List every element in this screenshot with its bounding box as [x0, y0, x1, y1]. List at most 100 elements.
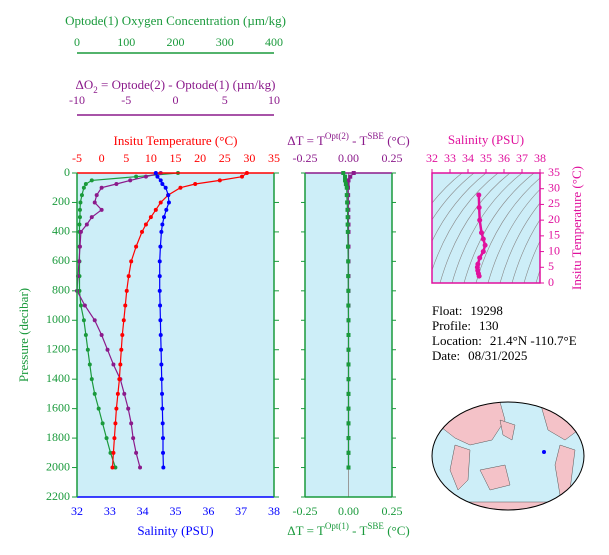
y-tick-label: 2000 — [46, 459, 70, 473]
info-label: Date: — [432, 348, 460, 363]
data-point — [89, 215, 94, 220]
data-point — [89, 178, 94, 183]
data-point — [346, 288, 351, 293]
data-point — [161, 465, 166, 470]
data-point — [476, 205, 482, 211]
data-point — [126, 274, 131, 279]
data-point — [76, 259, 81, 264]
density-contour — [432, 173, 475, 221]
data-point — [178, 185, 183, 190]
data-point — [115, 391, 120, 396]
data-point — [77, 207, 82, 212]
x-tick-label: -5 — [121, 93, 131, 107]
data-point — [160, 421, 165, 426]
title-part: ΔO — [76, 77, 94, 92]
data-point — [153, 207, 158, 212]
axis-title: Optode(1) Oxygen Concentration (µm/kg) — [65, 13, 286, 28]
ts-panel — [432, 173, 540, 283]
x-tick-label: 34 — [137, 504, 149, 518]
y-tick-label: 20 — [548, 212, 560, 226]
data-point — [346, 450, 351, 455]
world-map — [431, 401, 585, 511]
data-point — [117, 377, 122, 382]
info-line: Profile: 130 — [432, 318, 499, 333]
data-point — [193, 182, 198, 187]
data-point — [159, 362, 164, 367]
data-point — [83, 333, 88, 337]
title-part: 2 — [93, 85, 98, 95]
data-point — [159, 229, 164, 234]
title-part: Optode(1) Oxygen Concentration (µm/kg) — [65, 13, 286, 28]
title-part: ΔT = T — [287, 523, 325, 538]
y-tick-label: 800 — [52, 283, 70, 297]
title-part: Salinity (PSU) — [137, 523, 213, 538]
density-contour — [463, 173, 535, 283]
data-point — [148, 215, 153, 220]
y-tick-label: 200 — [52, 194, 70, 208]
info-label: Float: — [432, 303, 462, 318]
data-point — [346, 347, 351, 352]
x-tick-label: 0.25 — [382, 504, 403, 518]
data-point — [134, 244, 139, 249]
data-point — [158, 303, 163, 308]
data-point — [345, 215, 350, 220]
data-point — [160, 182, 165, 187]
data-point — [343, 174, 348, 179]
y-axis-title: Insitu Temperature (°C) — [569, 166, 584, 290]
data-point — [129, 421, 134, 426]
data-point — [155, 174, 160, 179]
x-tick-label: 38 — [268, 504, 280, 518]
x-tick-label: 38 — [534, 151, 546, 165]
data-point — [346, 178, 351, 183]
y-tick-label: 1800 — [46, 430, 70, 444]
density-contour — [475, 177, 540, 283]
data-point — [345, 222, 350, 227]
density-contour — [432, 173, 463, 204]
data-point — [104, 436, 109, 441]
data-point — [105, 347, 110, 352]
x-tick-label: 32 — [426, 151, 438, 165]
x-tick-label: 37 — [235, 504, 247, 518]
x-tick-label: -0.25 — [293, 504, 318, 518]
x-tick-label: 5 — [222, 93, 228, 107]
x-tick-label: 36 — [202, 504, 214, 518]
data-point — [78, 303, 83, 308]
y-tick-label: 5 — [548, 259, 554, 273]
x-tick-label: -0.25 — [293, 151, 318, 165]
data-point — [343, 178, 348, 183]
data-point — [480, 236, 486, 242]
data-point — [77, 244, 82, 249]
axis-title: ΔO2 = Optode(2) - Optode(1) (µm/kg) — [76, 77, 276, 95]
y-tick-label: 0 — [64, 165, 70, 179]
density-contour — [432, 173, 499, 272]
x-tick-label: 30 — [243, 151, 255, 165]
data-point — [78, 229, 83, 234]
data-point — [351, 171, 356, 175]
x-axis-title: Salinity (PSU) — [448, 132, 524, 147]
x-tick-label: 400 — [265, 35, 283, 49]
data-point — [346, 406, 351, 411]
data-point — [343, 182, 348, 187]
x-tick-label: 35 — [480, 151, 492, 165]
info-value: 08/31/2025 — [468, 348, 527, 363]
y-tick-label: 10 — [548, 243, 560, 257]
data-point — [480, 249, 486, 255]
x-tick-label: 34 — [462, 151, 474, 165]
data-point — [482, 242, 488, 248]
x-tick-label: -5 — [72, 151, 82, 165]
y-tick-label: 15 — [548, 228, 560, 242]
x-tick-label: 100 — [117, 35, 135, 49]
x-tick-label: 10 — [268, 93, 280, 107]
data-point — [134, 450, 139, 455]
density-contour — [432, 173, 487, 242]
y-tick-label: 1600 — [46, 400, 70, 414]
data-point — [92, 318, 97, 323]
x-tick-label: 0.25 — [382, 151, 403, 165]
data-point — [477, 255, 483, 261]
x-tick-label: 15 — [170, 151, 182, 165]
data-point — [346, 465, 351, 470]
data-point — [81, 318, 86, 323]
data-point — [476, 192, 482, 198]
data-point — [166, 200, 171, 205]
